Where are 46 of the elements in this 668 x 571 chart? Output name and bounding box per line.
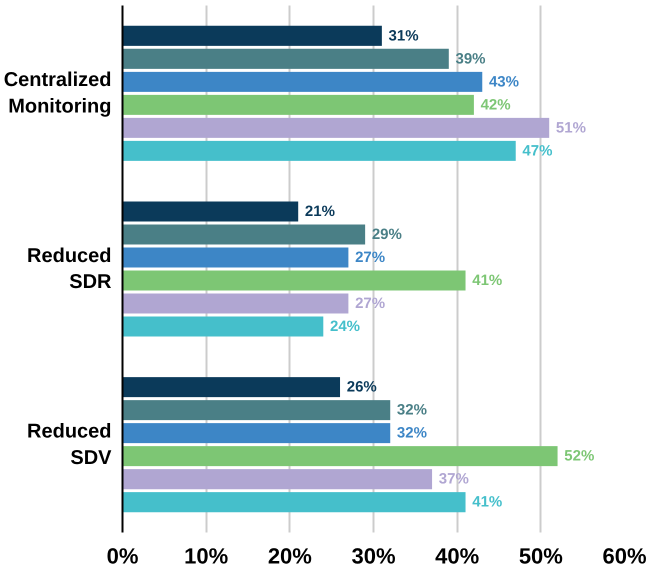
bar	[122, 140, 516, 161]
bar	[122, 492, 466, 512]
bar	[122, 400, 390, 420]
bar	[122, 72, 482, 92]
data-label: 41%	[472, 494, 502, 511]
data-label: 32%	[396, 424, 427, 442]
bar	[122, 224, 366, 244]
y-tick-label: Reduced SDV	[27, 420, 112, 469]
data-label: 37%	[438, 470, 469, 488]
x-tick-label: 0%	[106, 544, 138, 568]
y-tick-label: Reduced SDR	[27, 244, 112, 294]
bar	[122, 316, 324, 337]
x-tick-label: 60%	[602, 544, 647, 568]
bar	[122, 26, 382, 46]
x-tick-label: 30%	[351, 544, 396, 568]
data-label: 21%	[304, 202, 335, 220]
x-tick-label: 20%	[268, 544, 312, 568]
bar	[122, 423, 390, 444]
bar	[122, 247, 348, 268]
data-label: 41%	[472, 272, 502, 290]
bar	[122, 270, 466, 291]
data-label: 42%	[480, 96, 511, 114]
bar	[122, 377, 340, 398]
bar	[122, 94, 474, 115]
bar	[122, 446, 558, 466]
data-label: 29%	[372, 226, 402, 243]
bar	[122, 48, 449, 69]
data-label: 39%	[455, 50, 486, 68]
data-label: 27%	[355, 248, 386, 266]
bar	[122, 294, 348, 314]
data-label: 51%	[556, 119, 586, 136]
data-label: 43%	[488, 73, 519, 90]
data-label: 47%	[522, 142, 552, 160]
data-label: 24%	[330, 318, 360, 336]
data-label: 26%	[346, 378, 377, 396]
data-label: 31%	[388, 27, 419, 44]
bar	[122, 118, 550, 138]
data-label: 27%	[355, 295, 386, 312]
bar	[122, 201, 298, 222]
data-label: 32%	[396, 402, 427, 419]
x-tick-label: 40%	[435, 544, 480, 568]
x-tick-label: 50%	[518, 544, 563, 568]
data-label: 52%	[564, 448, 594, 465]
x-tick-label: 10%	[184, 544, 228, 568]
bar	[122, 469, 432, 490]
y-tick-label: Centralized Monitoring	[4, 69, 112, 118]
